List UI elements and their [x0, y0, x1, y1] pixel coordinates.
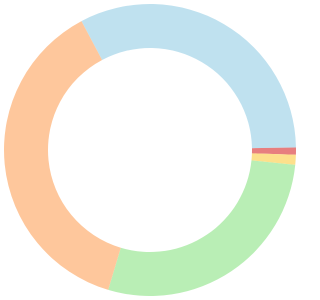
- donut-slice: [3, 21, 121, 290]
- chart: [3, 4, 297, 296]
- donut-slice: [108, 160, 296, 296]
- donut-slice: [81, 4, 296, 149]
- donut-slice: [251, 153, 296, 165]
- donut-slice: [251, 147, 297, 155]
